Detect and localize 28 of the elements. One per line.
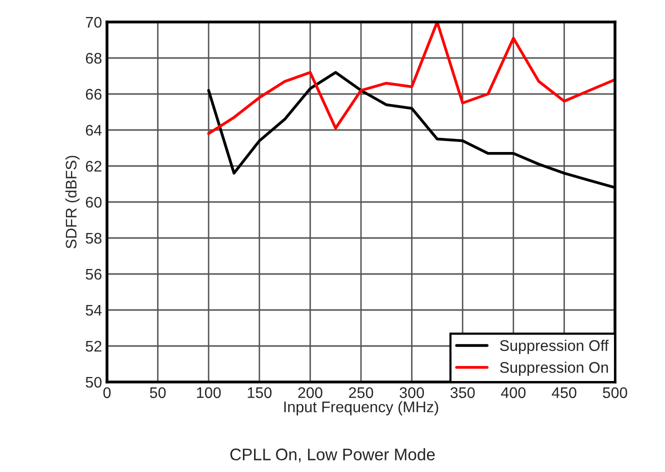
text: CPLL On, Low Power Mode bbox=[230, 448, 435, 462]
y-tick-label: 70 bbox=[86, 16, 102, 28]
x-tick-label: 300 bbox=[400, 387, 424, 398]
x-tick-label: 450 bbox=[552, 387, 576, 398]
x-tick-label: 200 bbox=[298, 387, 322, 398]
y-tick-label: 64 bbox=[86, 124, 102, 136]
y-tick-label: 50 bbox=[86, 376, 102, 388]
x-tick-label: 400 bbox=[501, 387, 526, 398]
y-tick-label: 52 bbox=[86, 340, 102, 352]
x-tick-label: 150 bbox=[248, 387, 272, 398]
x-tick-label: 0 bbox=[103, 387, 111, 398]
x-tick-label: 100 bbox=[197, 387, 221, 398]
x-tick-label: 350 bbox=[450, 387, 475, 398]
y-tick-label: 66 bbox=[86, 88, 102, 100]
y-tick-label: 62 bbox=[86, 160, 102, 172]
y-tick-label: 58 bbox=[86, 232, 102, 244]
line-series bbox=[207, 22, 615, 135]
y-tick-label: 68 bbox=[86, 52, 102, 64]
y-tick-label: 56 bbox=[86, 268, 102, 280]
x-axis-title: Input Frequency (MHz) bbox=[284, 401, 438, 416]
x-tick-label: 250 bbox=[349, 387, 374, 398]
legend-label: Suppression Off bbox=[500, 340, 609, 354]
y-tick-label: 54 bbox=[86, 305, 102, 316]
legend-label: Suppression On bbox=[500, 362, 608, 376]
y-axis-title: SDFR (dBFS) bbox=[65, 156, 80, 248]
y-tick-label: 60 bbox=[86, 196, 102, 208]
x-tick-label: 500 bbox=[602, 387, 628, 398]
x-tick-label: 50 bbox=[150, 387, 166, 398]
